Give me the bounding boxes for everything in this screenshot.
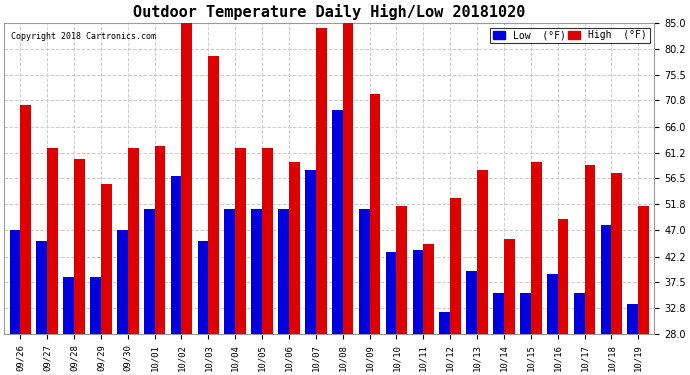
Bar <box>262 148 273 334</box>
Bar <box>289 162 299 334</box>
Bar <box>493 293 504 334</box>
Bar <box>440 312 450 334</box>
Bar <box>197 242 208 334</box>
Bar <box>155 146 166 334</box>
Bar <box>627 304 638 334</box>
Bar <box>638 206 649 334</box>
Bar <box>47 148 58 334</box>
Bar <box>504 238 515 334</box>
Bar <box>224 209 235 334</box>
Text: Copyright 2018 Cartronics.com: Copyright 2018 Cartronics.com <box>10 32 156 41</box>
Bar <box>305 170 316 334</box>
Bar <box>101 184 112 334</box>
Bar <box>611 173 622 334</box>
Bar <box>386 252 397 334</box>
Bar <box>63 277 74 334</box>
Bar <box>370 94 380 334</box>
Bar <box>584 165 595 334</box>
Legend: Low  (°F), High  (°F): Low (°F), High (°F) <box>490 28 649 44</box>
Bar <box>466 272 477 334</box>
Bar <box>547 274 558 334</box>
Bar <box>128 148 139 334</box>
Bar <box>251 209 262 334</box>
Bar <box>20 105 31 334</box>
Bar <box>423 244 434 334</box>
Bar <box>144 209 155 334</box>
Bar <box>332 110 343 334</box>
Bar <box>600 225 611 334</box>
Bar <box>278 209 289 334</box>
Bar <box>520 293 531 334</box>
Bar <box>359 209 370 334</box>
Bar <box>170 176 181 334</box>
Bar <box>413 249 423 334</box>
Bar <box>208 56 219 334</box>
Bar <box>90 277 101 334</box>
Bar <box>574 293 584 334</box>
Bar <box>10 230 20 334</box>
Bar <box>74 159 85 334</box>
Bar <box>181 12 193 334</box>
Bar <box>117 230 128 334</box>
Bar <box>531 162 542 334</box>
Bar <box>235 148 246 334</box>
Bar <box>477 170 488 334</box>
Bar <box>558 219 569 334</box>
Bar <box>37 242 47 334</box>
Bar <box>397 206 407 334</box>
Bar <box>316 28 326 334</box>
Bar <box>343 12 353 334</box>
Bar <box>450 198 461 334</box>
Title: Outdoor Temperature Daily High/Low 20181020: Outdoor Temperature Daily High/Low 20181… <box>133 4 526 20</box>
